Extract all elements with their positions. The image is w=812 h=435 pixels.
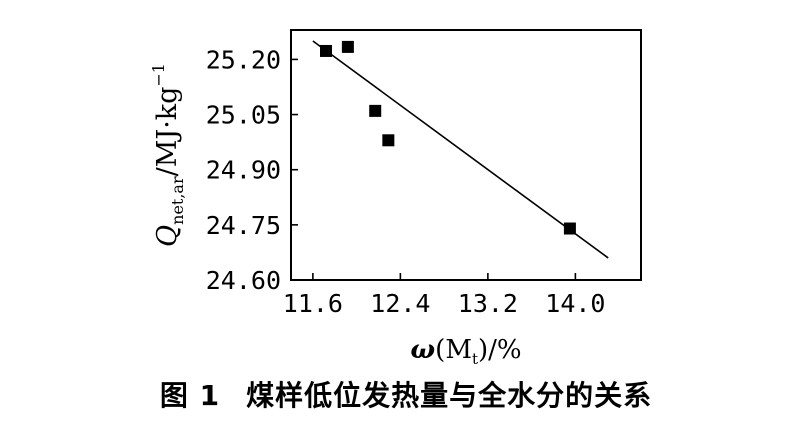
data-point [382, 134, 395, 147]
data-point [341, 40, 354, 53]
y-axis-ticks: 25.20 25.05 24.90 24.75 24.60 [206, 45, 298, 295]
chart: 11.6 12.4 13.2 14.0 25.20 25.05 24.90 24.75 24.… [149, 29, 642, 368]
y-tick-label: 25.05 [206, 101, 281, 130]
x-axis-title-symbol: ω [410, 335, 435, 365]
y-tick-label: 25.20 [206, 45, 281, 74]
y-tick-label: 24.60 [206, 266, 281, 295]
x-axis-title-unit: /% [488, 335, 521, 365]
y-axis-title: Qnet,ar/MJ·kg−1 [149, 63, 187, 247]
y-axis-title-unit: /MJ·kg [152, 87, 183, 177]
x-tick-label: 13.2 [458, 289, 518, 318]
data-point [369, 104, 382, 117]
y-tick-label: 24.90 [206, 156, 281, 185]
x-axis-ticks: 11.6 12.4 13.2 14.0 [283, 273, 605, 318]
data-points [320, 40, 576, 235]
data-point [563, 222, 576, 235]
y-axis-title-symbol: Q [152, 225, 183, 247]
y-axis-title-sub: net,ar [168, 176, 187, 225]
y-axis-title-sup: −1 [149, 63, 168, 87]
figure-caption: 图 1 煤样低位发热量与全水分的关系 [0, 374, 812, 414]
figure-number: 图 1 [159, 379, 221, 412]
y-tick-label: 24.75 [206, 211, 281, 240]
trend-line [312, 40, 609, 259]
x-tick-label: 12.4 [370, 289, 430, 318]
plot-frame [290, 29, 642, 281]
x-axis-title-var: M [445, 335, 472, 365]
x-axis-title-sub: t [472, 350, 478, 368]
data-point [320, 44, 332, 57]
x-tick-label: 14.0 [545, 289, 605, 318]
figure-caption-text: 煤样低位发热量与全水分的关系 [246, 379, 653, 412]
x-tick-label: 11.6 [283, 289, 343, 318]
x-axis-title: ω(Mt)/% [410, 335, 521, 368]
